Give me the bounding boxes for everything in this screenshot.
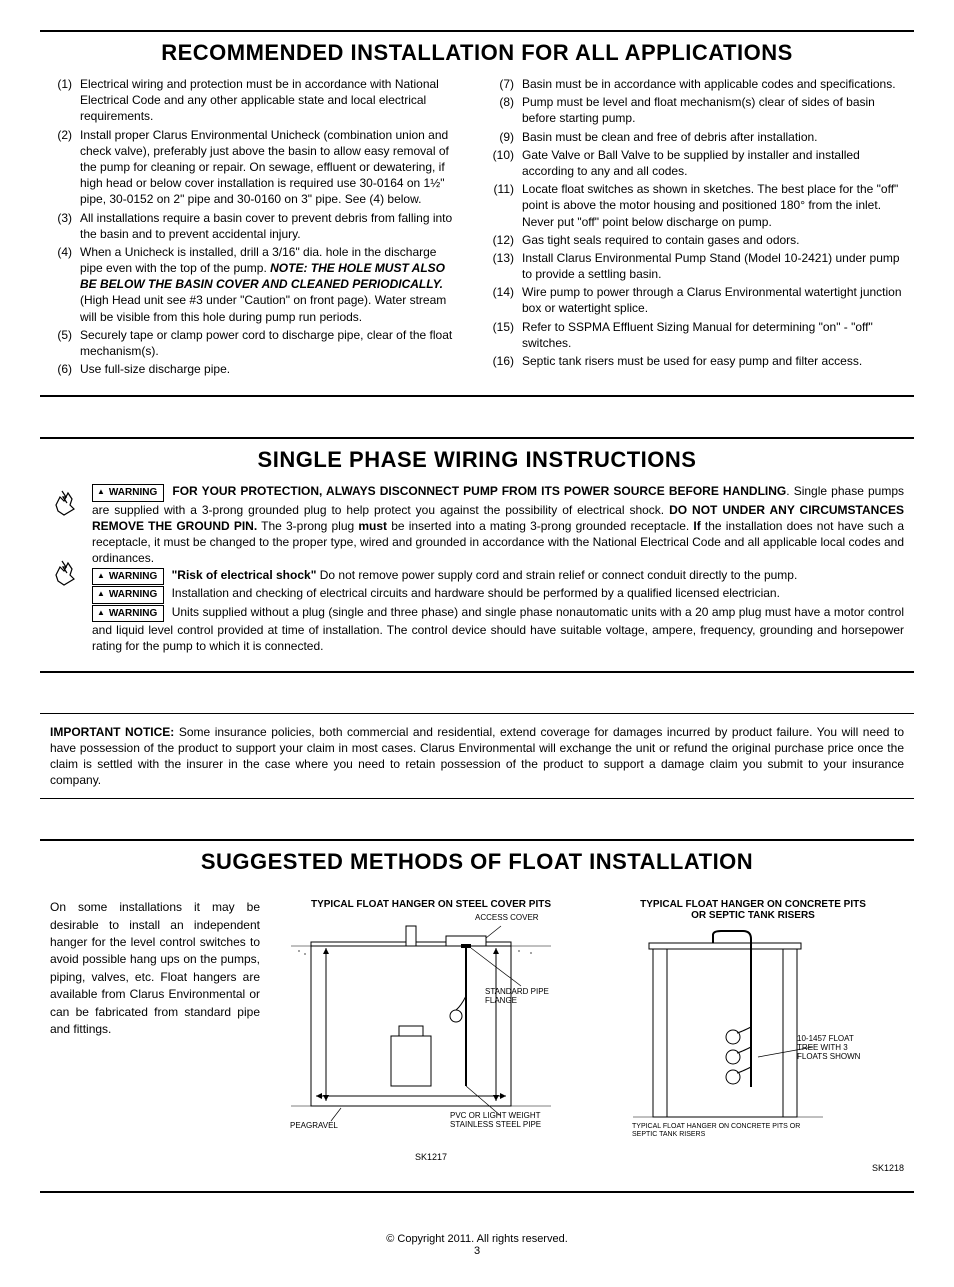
diag1-svg [280,916,582,1136]
section2-title: SINGLE PHASE WIRING INSTRUCTIONS [50,447,904,473]
warning-label: WARNING [92,484,164,502]
list-item: (1)Electrical wiring and protection must… [50,76,462,125]
wiring-para3: WARNING Installation and checking of ele… [92,585,904,604]
list-item: (9)Basin must be clean and free of debri… [492,129,904,145]
float-intro-text: On some installations it may be desirabl… [50,899,260,1167]
section3-title: SUGGESTED METHODS OF FLOAT INSTALLATION [50,849,904,875]
list-item: (8)Pump must be level and float mechanis… [492,94,904,126]
section1-title: RECOMMENDED INSTALLATION FOR ALL APPLICA… [50,40,904,66]
diag2-sk: SK1218 [872,1163,904,1173]
wiring-body: WARNING FOR YOUR PROTECTION, ALWAYS DISC… [50,483,904,654]
list-item: (2)Install proper Clarus Environmental U… [50,127,462,208]
important-notice-box: IMPORTANT NOTICE: Some insurance policie… [40,713,914,800]
diag1-title: TYPICAL FLOAT HANGER ON STEEL COVER PITS [280,899,582,910]
label-flange: STANDARD PIPE FLANGE [485,988,555,1006]
list-item: (14)Wire pump to power through a Clarus … [492,284,904,316]
section-recommended-installation: RECOMMENDED INSTALLATION FOR ALL APPLICA… [40,30,914,397]
diag2-svg-wrap: 10-1457 FLOAT TREE WITH 3 FLOATS SHOWN T… [602,927,904,1167]
warning-label: WARNING [92,586,164,604]
wiring-para4: WARNING Units supplied without a plug (s… [92,604,904,655]
warning-label: WARNING [92,605,164,623]
list-item: (5)Securely tape or clamp power cord to … [50,327,462,359]
label-access-cover: ACCESS COVER [475,914,539,923]
label-float-tree: 10-1457 FLOAT TREE WITH 3 FLOATS SHOWN [797,1035,877,1061]
section1-left-col: (1)Electrical wiring and protection must… [50,76,462,379]
diag1-svg-wrap: ACCESS COVER STANDARD PIPE FLANGE PEAGRA… [280,916,582,1156]
list-item: (6)Use full-size discharge pipe. [50,361,462,377]
copyright: © Copyright 2011. All rights reserved. [40,1233,914,1245]
section1-right-col: (7)Basin must be in accordance with appl… [492,76,904,379]
electric-hand-icon [50,557,80,587]
list-item: (10)Gate Valve or Ball Valve to be suppl… [492,147,904,179]
diagram-steel-cover: TYPICAL FLOAT HANGER ON STEEL COVER PITS [280,899,582,1167]
page-footer: © Copyright 2011. All rights reserved. 3 [40,1233,914,1257]
label-peagravel: PEAGRAVEL [290,1122,338,1131]
list-item: (13)Install Clarus Environmental Pump St… [492,250,904,282]
section1-left-list: (1)Electrical wiring and protection must… [50,76,462,377]
section1-columns: (1)Electrical wiring and protection must… [50,76,904,379]
diagram-concrete-pits: TYPICAL FLOAT HANGER ON CONCRETE PITS OR… [602,899,904,1167]
list-item: (15)Refer to SSPMA Effluent Sizing Manua… [492,319,904,351]
list-item: (7)Basin must be in accordance with appl… [492,76,904,92]
list-item: (3)All installations require a basin cov… [50,210,462,242]
section-float-installation: SUGGESTED METHODS OF FLOAT INSTALLATION … [40,839,914,1193]
section1-right-list: (7)Basin must be in accordance with appl… [492,76,904,369]
electric-hand-icon [50,487,80,517]
label-caption: TYPICAL FLOAT HANGER ON CONCRETE PITS OR… [632,1123,802,1138]
list-item: (16)Septic tank risers must be used for … [492,353,904,369]
page-number: 3 [40,1245,914,1257]
wiring-para1: WARNING FOR YOUR PROTECTION, ALWAYS DISC… [92,483,904,566]
list-item: (12)Gas tight seals required to contain … [492,232,904,248]
section-wiring-instructions: SINGLE PHASE WIRING INSTRUCTIONS WARNING… [40,437,914,672]
list-item: (4)When a Unicheck is installed, drill a… [50,244,462,325]
float-body: On some installations it may be desirabl… [50,899,904,1167]
label-pipe: PVC OR LIGHT WEIGHT STAINLESS STEEL PIPE [450,1112,560,1130]
diag2-title: TYPICAL FLOAT HANGER ON CONCRETE PITS OR… [602,899,904,921]
wiring-para2: WARNING "Risk of electrical shock" Do no… [92,567,904,586]
list-item: (11)Locate float switches as shown in sk… [492,181,904,230]
diag1-sk: SK1217 [415,1152,447,1162]
notice-text: Some insurance policies, both commercial… [50,725,904,788]
warning-label: WARNING [92,568,164,586]
wiring-text: WARNING FOR YOUR PROTECTION, ALWAYS DISC… [92,483,904,654]
wiring-icons-column [50,483,82,654]
notice-lead: IMPORTANT NOTICE: [50,725,174,739]
